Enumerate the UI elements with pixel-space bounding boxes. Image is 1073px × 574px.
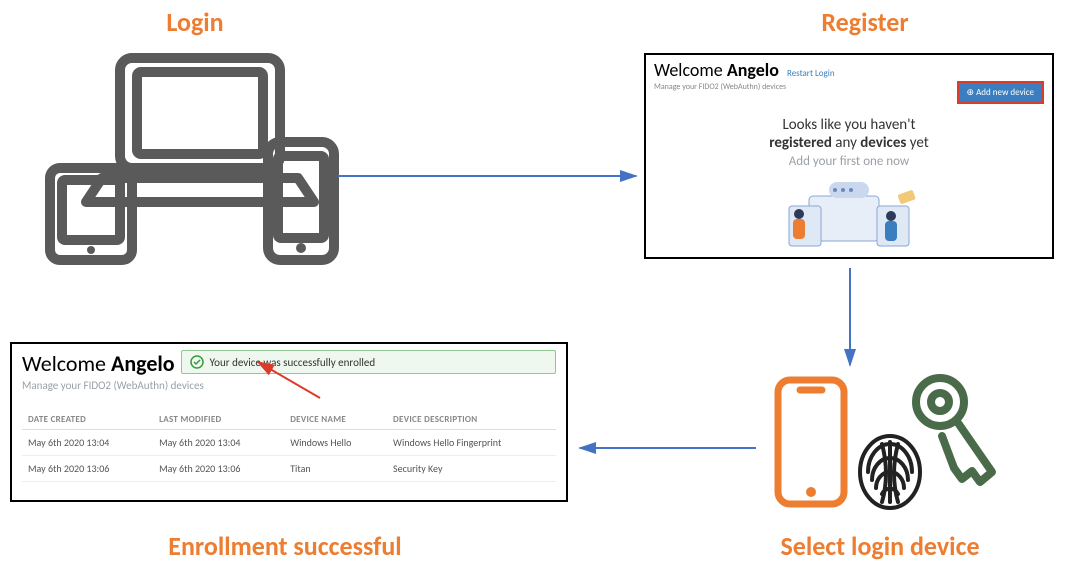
- red-callout-arrow: [0, 0, 1073, 574]
